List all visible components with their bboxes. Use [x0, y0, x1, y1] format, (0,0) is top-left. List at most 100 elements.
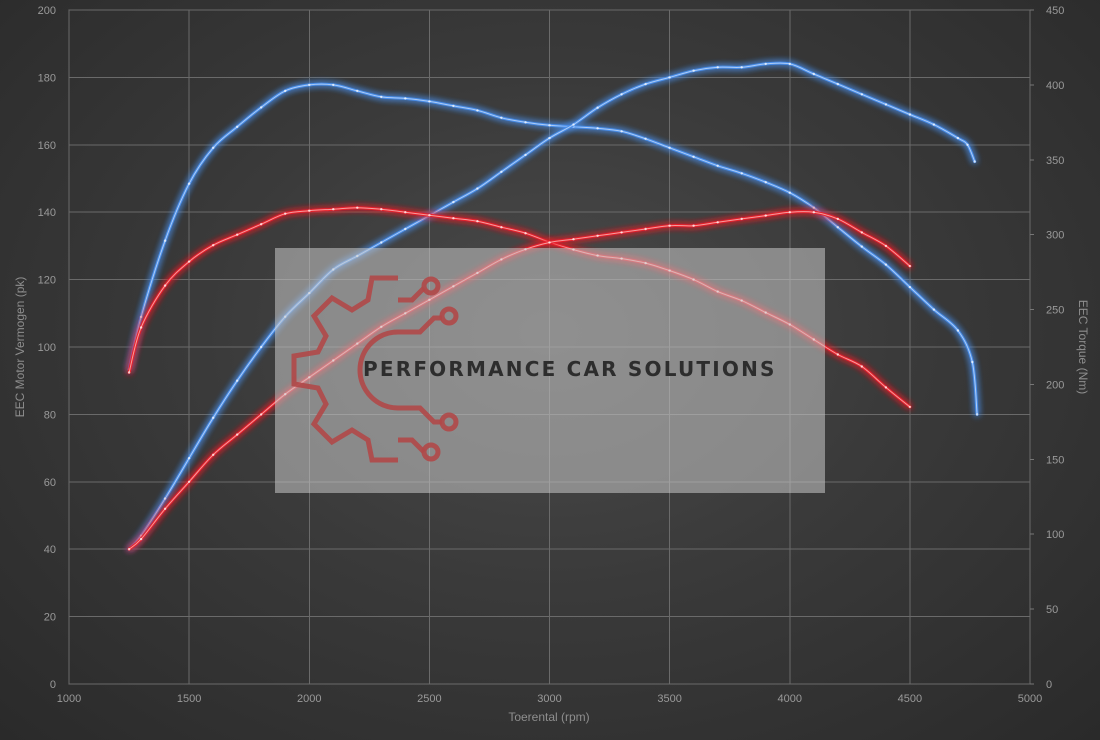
data-point	[127, 548, 131, 551]
data-point	[356, 206, 359, 209]
data-point	[548, 124, 551, 127]
data-point	[620, 93, 623, 96]
y-right-axis-title: EEC Torque (Nm)	[1076, 300, 1090, 394]
data-point	[260, 345, 263, 349]
data-point	[692, 155, 695, 158]
y-left-axis-title: EEC Motor Vermogen (pk)	[13, 277, 27, 418]
data-point	[975, 413, 979, 416]
data-point	[716, 221, 719, 224]
data-point	[668, 76, 671, 79]
x-tick-label: 3000	[537, 693, 561, 705]
data-point	[260, 106, 263, 109]
y-right-tick-label: 50	[1046, 604, 1058, 616]
y-left-tick-label: 60	[44, 477, 56, 489]
gear-logo-icon	[291, 275, 459, 463]
data-point	[163, 507, 167, 510]
data-point	[788, 191, 791, 194]
data-point	[163, 497, 167, 500]
data-point	[860, 231, 863, 234]
data-point	[187, 182, 191, 185]
y-left-tick-label: 140	[38, 207, 56, 219]
data-point	[212, 453, 215, 456]
data-point	[764, 181, 767, 184]
data-point	[308, 209, 311, 212]
data-point	[572, 123, 575, 126]
data-point	[740, 172, 743, 175]
data-point	[716, 66, 719, 69]
data-point	[908, 113, 912, 116]
data-point	[740, 66, 743, 69]
data-point	[971, 360, 974, 364]
data-point	[692, 69, 695, 72]
data-point	[212, 416, 215, 419]
y-left-tick-label: 80	[44, 409, 56, 421]
data-point	[620, 231, 623, 234]
data-point	[644, 82, 647, 86]
x-tick-label: 2000	[297, 693, 321, 705]
data-point	[284, 212, 287, 215]
data-point	[966, 143, 969, 146]
y-left-tick-label: 40	[44, 544, 56, 556]
data-point	[452, 104, 455, 108]
data-point	[139, 537, 143, 541]
data-point	[668, 224, 671, 227]
x-axis-title: Toerental (rpm)	[508, 710, 589, 724]
data-point	[620, 130, 623, 133]
data-point	[836, 217, 839, 221]
data-point	[836, 82, 839, 86]
y-left-tick-label: 100	[38, 342, 56, 354]
data-point	[764, 62, 767, 66]
data-point	[500, 116, 503, 120]
data-point	[812, 72, 815, 76]
data-point	[236, 379, 239, 382]
data-point	[908, 405, 912, 409]
data-point	[788, 62, 791, 66]
data-point	[163, 284, 167, 287]
data-point	[572, 238, 575, 241]
data-point	[139, 315, 143, 319]
data-point	[260, 223, 263, 226]
x-tick-label: 1500	[177, 693, 201, 705]
y-left-tick-label: 160	[38, 140, 56, 152]
data-point	[908, 285, 912, 289]
y-right-tick-label: 100	[1046, 529, 1064, 541]
data-point	[596, 234, 599, 237]
data-point	[356, 89, 359, 93]
y-right-tick-label: 300	[1046, 230, 1064, 242]
data-point	[884, 386, 888, 389]
data-point	[836, 226, 839, 229]
data-point	[524, 153, 527, 157]
data-point	[212, 244, 215, 247]
data-point	[500, 226, 503, 229]
series-1	[127, 61, 977, 551]
data-point	[476, 220, 479, 223]
data-point	[764, 214, 767, 217]
data-point	[404, 211, 407, 214]
series-0	[127, 82, 979, 416]
data-point	[884, 244, 888, 248]
y-right-tick-label: 0	[1046, 679, 1052, 691]
x-tick-label: 2500	[417, 693, 441, 705]
y-right-tick-label: 400	[1046, 80, 1064, 92]
data-point	[236, 125, 239, 128]
data-point	[187, 480, 191, 483]
data-point	[308, 83, 311, 87]
data-point	[380, 208, 383, 211]
data-point	[812, 211, 815, 214]
data-point	[932, 123, 936, 126]
data-point	[596, 127, 599, 130]
data-point	[428, 100, 431, 103]
data-point	[524, 232, 527, 235]
axis-ticks: 1000 1500 2000 2500 3000 3500 4000 4500 50000204…	[38, 5, 1065, 705]
data-point	[284, 89, 287, 93]
y-left-tick-label: 180	[38, 72, 56, 84]
data-point	[973, 160, 976, 163]
data-point	[716, 164, 719, 167]
data-point	[260, 413, 263, 416]
y-right-tick-label: 200	[1046, 379, 1064, 391]
x-tick-label: 1000	[57, 693, 81, 705]
y-left-tick-label: 120	[38, 275, 56, 287]
data-point	[932, 308, 936, 311]
data-point	[404, 97, 407, 100]
data-point	[860, 245, 863, 248]
